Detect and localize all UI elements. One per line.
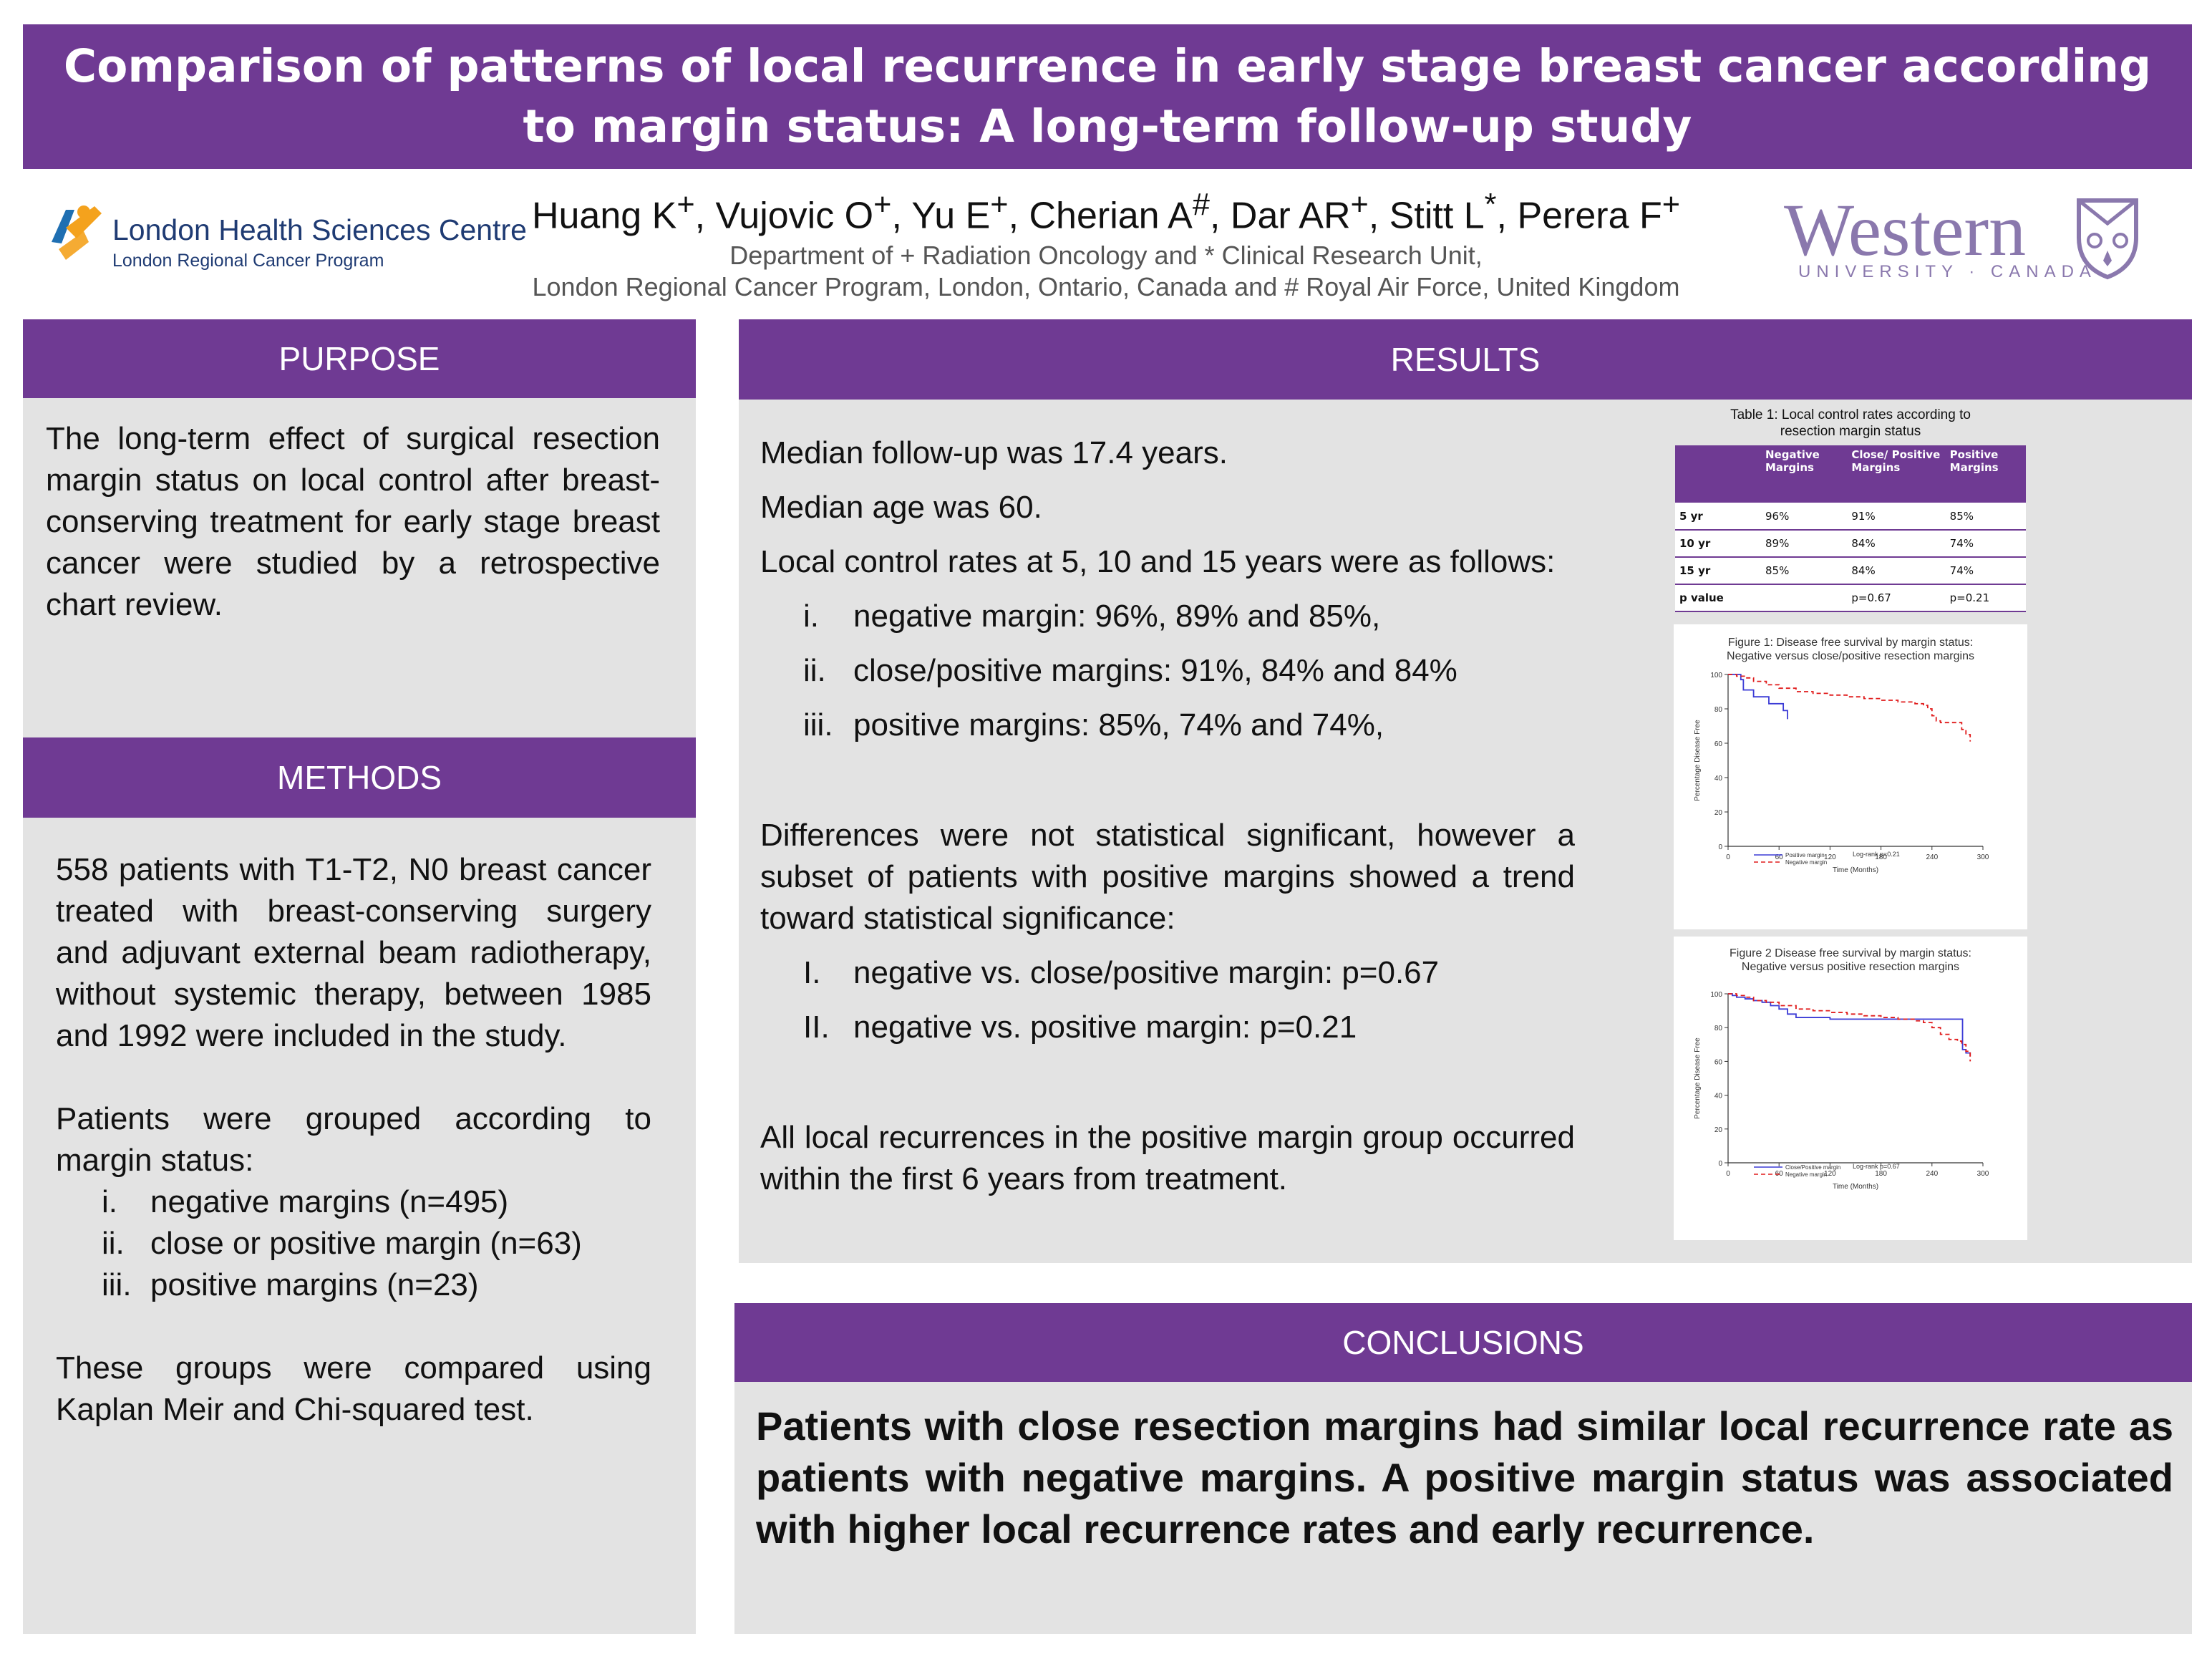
results-age: Median age was 60. [760,490,1042,525]
methods-para-1: 558 patients with T1-T2, N0 breast cance… [56,852,651,1053]
y-tick-label: 100 [1710,672,1722,679]
table-row: p value p=0.67 p=0.21 [1675,584,2026,612]
methods-heading: METHODS [23,737,696,818]
list-item: iii. positive margins (n=23) [102,1267,479,1302]
table-row: 5 yr 96% 91% 85% [1675,503,2026,531]
chart-annotation: Log-rank p=0.21 [1853,851,1900,858]
figure-1-chart: 0 20 40 60 80 100 0 60 120 180 240 300 Time (Months)… [1694,672,1989,874]
lhsc-subtitle: London Regional Cancer Program [112,251,384,271]
purpose-text: The long-term effect of surgical resecti… [46,421,660,622]
list-item: ii. close or positive margin (n=63) [102,1226,582,1261]
table-row: 10 yr 89% 84% 74% [1675,530,2026,558]
poster-title: Comparison of patterns of local recurren… [63,40,2152,153]
conclusions-heading: CONCLUSIONS [734,1303,2192,1382]
legend-label: Negative margin [1785,859,1827,866]
results-heading: RESULTS [739,319,2192,400]
y-tick-label: 20 [1714,1126,1723,1134]
x-tick-label: 120 [1824,1170,1836,1178]
legend-label: Positive margin [1785,852,1825,858]
results-rates-intro: Local control rates at 5, 10 and 15 year… [760,544,1556,579]
affiliation-line-2: London Regional Cancer Program, London, … [532,272,1680,301]
figure-1: Figure 1: Disease free survival by margi… [1674,624,2027,929]
x-axis-label: Time (Months) [1833,866,1878,874]
list-item: ii. close/positive margins: 91%, 84% and … [803,653,1457,688]
y-tick-label: 0 [1718,1160,1722,1168]
y-tick-label: 40 [1714,775,1723,783]
methods-para-2: Patients were grouped according to margi… [56,1101,651,1178]
table-row: 15 yr 85% 84% 74% [1675,557,2026,585]
methods-panel [23,737,696,1634]
table-header [1675,445,1761,503]
chart-annotation: Log-rank p=0.67 [1853,1163,1900,1170]
x-axis-label: Time (Months) [1833,1183,1878,1191]
y-tick-label: 60 [1714,1058,1723,1066]
lhsc-logo: London Health Sciences Centre London Reg… [44,192,527,278]
x-tick-label: 0 [1726,1170,1730,1178]
x-tick-label: 120 [1824,853,1836,861]
x-tick-label: 0 [1726,853,1730,861]
table-header-row: Negative Margins Close/ Positive Margins… [1675,445,2026,503]
y-tick-label: 20 [1714,809,1723,817]
purpose-heading: PURPOSE [23,319,696,398]
y-tick-label: 100 [1710,991,1722,999]
local-control-table: Table 1: Local control rates according t… [1675,407,2026,612]
table-header: Close/ Positive Margins [1847,445,1946,503]
table-header: Negative Margins [1761,445,1848,503]
y-tick-label: 80 [1714,706,1723,714]
x-tick-label: 240 [1926,1170,1938,1178]
methods-body: 558 patients with T1-T2, N0 breast cance… [56,849,651,1431]
y-axis-label: Percentage Disease Free [1694,1037,1702,1119]
table: Negative Margins Close/ Positive Margins… [1675,445,2026,612]
legend-label: Close/Positive margin [1785,1164,1840,1171]
x-tick-label: 300 [1977,853,1989,861]
y-tick-label: 40 [1714,1093,1723,1101]
figure-2: Figure 2 Disease free survival by margin… [1674,937,2027,1240]
legend-label: Negative margin [1785,1171,1827,1178]
list-item: iii. positive margins: 85%, 74% and 74%, [803,707,1384,742]
x-tick-label: 60 [1775,853,1784,861]
results-followup: Median follow-up was 17.4 years. [760,435,1228,470]
lhsc-mark-icon [52,205,102,260]
figure-2-caption: Figure 2 Disease free survival by margin… [1730,947,1971,973]
series-line-2 [1728,674,1971,742]
y-tick-label: 80 [1714,1025,1723,1032]
table-header: Positive Margins [1945,445,2026,503]
results-body: Median follow-up was 17.4 years. Median … [760,432,1575,1200]
list-item: i. negative margin: 96%, 89% and 85%, [803,599,1381,634]
western-logo: Western UNIVERSITY · CANADA [1775,188,2162,288]
series-line-2 [1728,993,1971,1062]
x-tick-label: 240 [1926,853,1938,861]
x-tick-label: 300 [1977,1170,1989,1178]
list-item: i. negative margins (n=495) [102,1184,509,1219]
x-tick-label: 180 [1875,853,1887,861]
results-recurrence: All local recurrences in the positive ma… [760,1120,1575,1196]
series-line-1 [1728,993,1971,1057]
western-subtitle: UNIVERSITY · CANADA [1798,262,2097,281]
list-item: II. negative vs. positive margin: p=0.21 [803,1010,1357,1045]
affiliation-line-1: Department of + Radiation Oncology and *… [729,241,1483,270]
conclusions-text: Patients with close resection margins ha… [756,1403,2173,1552]
y-tick-label: 0 [1718,843,1722,851]
x-tick-label: 180 [1875,1170,1887,1178]
y-tick-label: 60 [1714,740,1723,748]
western-name: Western [1784,189,2027,271]
table-caption: Table 1: Local control rates according t… [1730,407,1971,439]
list-item: I. negative vs. close/positive margin: p=… [803,955,1440,990]
y-axis-label: Percentage Disease Free [1694,720,1702,801]
results-diff-intro: Differences were not statistical signifi… [760,818,1575,936]
title-banner: Comparison of patterns of local recurren… [23,24,2192,169]
author-list: Huang K+, Vujovic O+, Yu E+, Cherian A#,… [531,188,1681,237]
lhsc-name: London Health Sciences Centre [112,213,527,246]
methods-para-3: These groups were compared using Kaplan … [56,1350,651,1427]
series-line-1 [1728,674,1788,720]
figure-1-caption: Figure 1: Disease free survival by margi… [1727,637,1974,662]
western-crest-icon [2077,198,2138,280]
